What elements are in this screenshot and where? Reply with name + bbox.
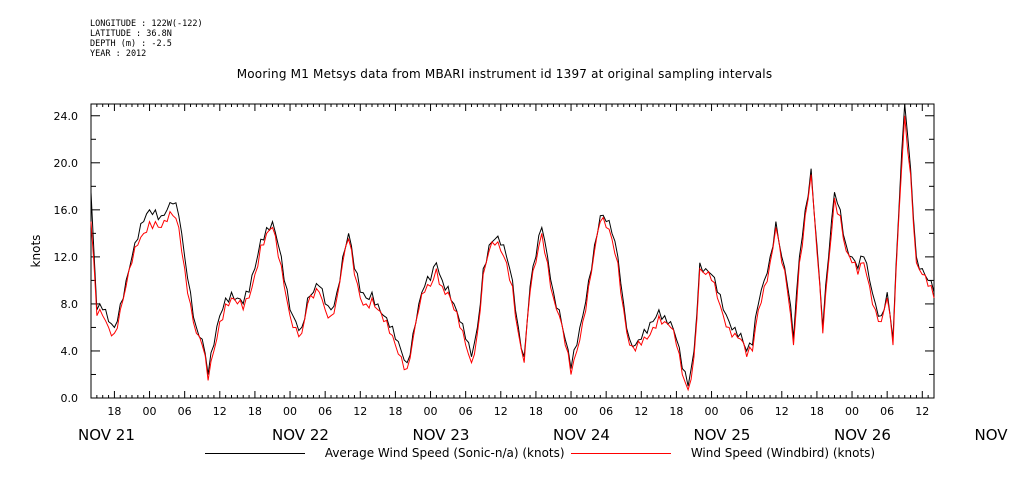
chart-title: Mooring M1 Metsys data from MBARI instru… bbox=[236, 67, 773, 81]
y-axis: 0.0 4.0 8.0 12.0 16.0 20.0 24.0 bbox=[54, 110, 934, 405]
y-tick-label: 0.0 bbox=[61, 392, 79, 405]
x-hour-label: 18 bbox=[248, 405, 262, 418]
legend-label-windbird: Wind Speed (Windbird) (knots) bbox=[690, 446, 876, 460]
legend-swatch-sonic bbox=[205, 453, 305, 454]
x-hour-label: 12 bbox=[353, 405, 367, 418]
y-tick-label: 12.0 bbox=[54, 251, 79, 264]
x-day-label: NOV 23 bbox=[413, 426, 470, 444]
metadata-block: LONGITUDE : 122W(-122) LATITUDE : 36.8N … bbox=[90, 19, 203, 59]
y-tick-label: 4.0 bbox=[61, 345, 79, 358]
x-hour-label: 18 bbox=[810, 405, 824, 418]
plot-frame bbox=[90, 103, 935, 399]
x-hour-label: 18 bbox=[388, 405, 402, 418]
x-hour-label: 06 bbox=[740, 405, 754, 418]
latitude-label: LATITUDE : 36.8N bbox=[90, 29, 172, 39]
x-hour-label: 12 bbox=[494, 405, 508, 418]
x-hour-label: 06 bbox=[880, 405, 894, 418]
x-hour-label: 06 bbox=[599, 405, 613, 418]
depth-label: DEPTH (m) : -2.5 bbox=[90, 39, 172, 49]
x-hour-label: 00 bbox=[143, 405, 157, 418]
x-hour-label: 18 bbox=[669, 405, 683, 418]
legend-item-windbird: Wind Speed (Windbird) (knots) bbox=[571, 446, 875, 460]
x-day-label: NOV 24 bbox=[553, 426, 610, 444]
x-hour-label: 06 bbox=[178, 405, 192, 418]
x-day-label: NOV 26 bbox=[834, 426, 891, 444]
x-day-label: NOV 25 bbox=[694, 426, 751, 444]
legend-label-sonic: Average Wind Speed (Sonic-n/a) (knots) bbox=[324, 446, 565, 460]
x-hour-label: 12 bbox=[634, 405, 648, 418]
x-day-label: NOV 22 bbox=[272, 426, 329, 444]
y-tick-label: 24.0 bbox=[54, 110, 79, 123]
x-day-label: NOV 21 bbox=[78, 426, 135, 444]
series-line-sonic bbox=[90, 103, 935, 387]
x-hour-label: 12 bbox=[775, 405, 789, 418]
x-hour-label: 00 bbox=[424, 405, 438, 418]
x-hour-label: 18 bbox=[107, 405, 121, 418]
legend-item-sonic: Average Wind Speed (Sonic-n/a) (knots) bbox=[205, 446, 565, 460]
x-hour-label: 00 bbox=[705, 405, 719, 418]
y-tick-label: 16.0 bbox=[54, 204, 79, 217]
x-hour-label: 06 bbox=[459, 405, 473, 418]
legend-swatch-windbird bbox=[571, 453, 671, 454]
x-hour-label: 00 bbox=[283, 405, 297, 418]
x-hour-label: 18 bbox=[529, 405, 543, 418]
x-axis: 18 00 06 12 18 00 06 12 18 00 06 12 18 00 06 12 18 00 06 12… bbox=[78, 104, 1009, 444]
y-tick-label: 8.0 bbox=[61, 298, 79, 311]
longitude-label: LONGITUDE : 122W(-122) bbox=[90, 19, 203, 29]
y-tick-label: 20.0 bbox=[54, 157, 79, 170]
x-hour-label: 00 bbox=[845, 405, 859, 418]
series-layer bbox=[90, 103, 935, 392]
series-line-windbird bbox=[90, 115, 935, 392]
x-day-label: NOV 27 bbox=[975, 426, 1009, 444]
x-hour-label: 12 bbox=[213, 405, 227, 418]
x-hour-label: 12 bbox=[915, 405, 929, 418]
year-label: YEAR : 2012 bbox=[90, 49, 147, 59]
x-hour-label: 06 bbox=[318, 405, 332, 418]
x-hour-label: 00 bbox=[564, 405, 578, 418]
y-axis-label: knots bbox=[29, 235, 43, 268]
